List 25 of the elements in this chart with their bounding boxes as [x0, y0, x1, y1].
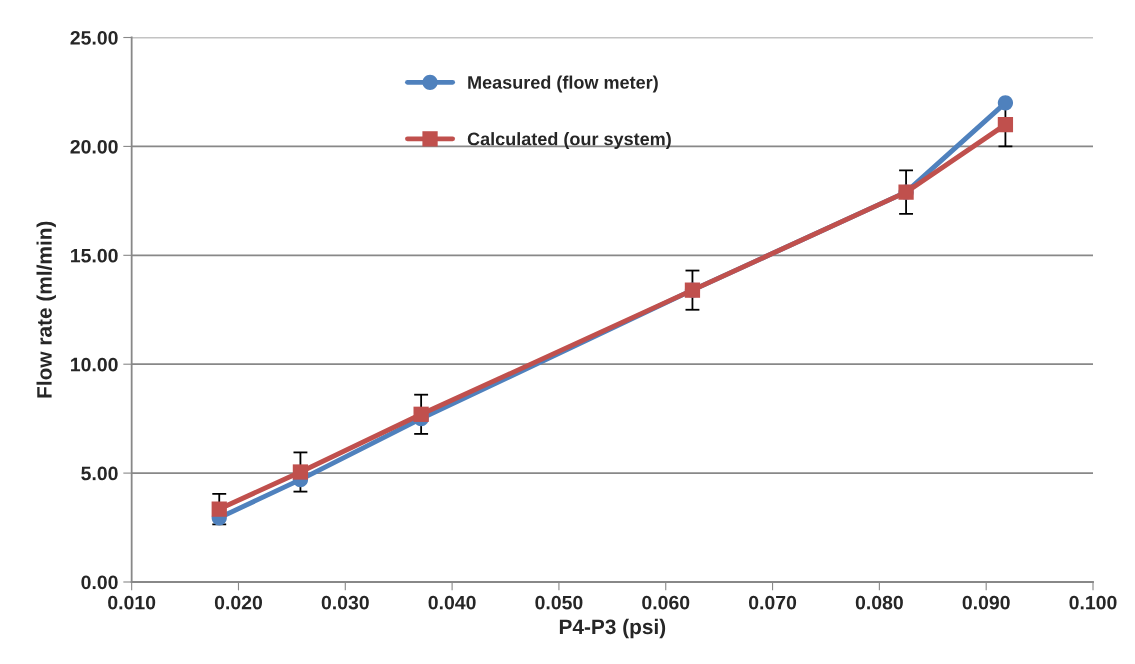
x-tick-label: 0.060	[642, 595, 690, 610]
y-tick-label: 25.00	[70, 30, 118, 45]
y-axis-title: Flow rate (ml/min)	[36, 221, 56, 398]
x-tick-label: 0.070	[749, 595, 797, 610]
x-tick-label: 0.050	[535, 595, 583, 610]
x-axis-title: P4-P3 (psi)	[559, 618, 666, 639]
y-tick-label: 20.00	[70, 139, 118, 154]
x-tick-label: 0.090	[962, 595, 1010, 610]
x-tick-label: 0.080	[855, 595, 903, 610]
point	[211, 501, 227, 517]
legend-label: Calculated (our system)	[467, 132, 671, 149]
legend-label: Measured (flow meter)	[468, 75, 658, 93]
x-tick-label: 0.030	[321, 595, 369, 610]
point	[997, 116, 1014, 133]
y-tick-label: 5.00	[81, 466, 118, 481]
y-tick-label: 0.00	[81, 575, 118, 590]
y-tick-label: 10.00	[71, 357, 118, 372]
point	[292, 464, 309, 480]
x-tick-label: 0.040	[428, 595, 476, 610]
point	[413, 406, 429, 422]
x-tick-label: 0.100	[1069, 595, 1117, 610]
y-tick-label: 15.00	[71, 248, 118, 263]
point	[997, 95, 1014, 111]
x-tick-label: 0.010	[108, 595, 156, 610]
x-tick-label: 0.020	[214, 595, 263, 610]
